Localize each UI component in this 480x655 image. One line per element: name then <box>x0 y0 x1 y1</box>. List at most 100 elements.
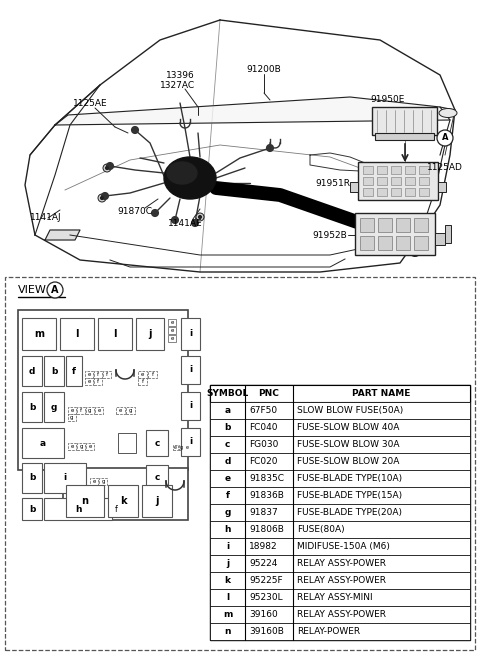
Bar <box>185 445 190 450</box>
Bar <box>405 177 415 185</box>
Bar <box>138 371 147 378</box>
Text: 1327AC: 1327AC <box>160 81 195 90</box>
Text: FUSE(80A): FUSE(80A) <box>297 525 345 534</box>
Text: 91806B: 91806B <box>249 525 284 534</box>
Bar <box>391 166 401 174</box>
Circle shape <box>152 210 158 217</box>
Bar <box>363 188 373 196</box>
Bar <box>405 188 415 196</box>
Ellipse shape <box>167 162 197 184</box>
Bar <box>377 188 387 196</box>
Bar <box>181 356 200 384</box>
Bar <box>350 182 358 192</box>
Text: i: i <box>189 329 192 339</box>
Text: FUSE-SLOW BLOW 40A: FUSE-SLOW BLOW 40A <box>297 423 399 432</box>
Bar <box>396 236 410 250</box>
Text: 91870C: 91870C <box>118 208 153 217</box>
Text: e: e <box>88 444 92 449</box>
Bar <box>22 463 42 493</box>
Text: 39160: 39160 <box>249 610 278 619</box>
Bar <box>210 436 470 453</box>
Text: RELAY ASSY-MINI: RELAY ASSY-MINI <box>297 593 372 602</box>
Bar <box>173 445 178 450</box>
Bar <box>210 487 470 504</box>
Text: g: g <box>101 479 105 484</box>
Text: j: j <box>148 329 152 339</box>
Bar <box>419 188 429 196</box>
Text: e: e <box>170 320 174 325</box>
Text: j: j <box>155 496 159 506</box>
Circle shape <box>132 126 139 134</box>
Text: e: e <box>97 408 101 413</box>
Text: e: e <box>225 474 230 483</box>
Text: 1125AE: 1125AE <box>72 100 108 109</box>
Circle shape <box>266 145 274 151</box>
Text: e: e <box>70 444 74 449</box>
Bar <box>372 107 437 135</box>
Bar <box>210 606 470 623</box>
Bar <box>22 356 42 386</box>
Text: n: n <box>82 496 88 506</box>
Text: 91836B: 91836B <box>249 491 284 500</box>
Bar <box>22 318 56 350</box>
Text: A: A <box>442 134 448 143</box>
Bar <box>68 414 76 421</box>
Bar <box>44 392 64 422</box>
Text: SYMBOL: SYMBOL <box>206 389 249 398</box>
Text: g: g <box>79 444 83 449</box>
Text: e: e <box>70 408 74 413</box>
Text: c: c <box>154 438 160 447</box>
Text: FC020: FC020 <box>249 457 277 466</box>
Text: d: d <box>29 367 35 375</box>
Bar <box>116 407 125 414</box>
Text: 91950E: 91950E <box>371 96 405 105</box>
Bar <box>18 310 188 470</box>
Bar <box>438 182 446 192</box>
Bar <box>63 468 188 520</box>
Text: e: e <box>87 379 91 384</box>
Bar <box>44 463 86 493</box>
Text: b: b <box>29 403 35 411</box>
Text: m: m <box>34 329 44 339</box>
Bar <box>210 453 470 470</box>
Circle shape <box>106 166 108 170</box>
Text: VIEW: VIEW <box>18 285 47 295</box>
Text: e: e <box>186 445 189 450</box>
Bar <box>363 177 373 185</box>
Text: FUSE-BLADE TYPE(10A): FUSE-BLADE TYPE(10A) <box>297 474 402 483</box>
Text: FUSE-BLADE TYPE(15A): FUSE-BLADE TYPE(15A) <box>297 491 402 500</box>
Bar <box>360 236 374 250</box>
Bar <box>210 402 470 419</box>
Circle shape <box>192 219 199 227</box>
Bar <box>355 213 435 255</box>
Bar <box>210 504 470 521</box>
Text: f: f <box>115 504 118 514</box>
Bar <box>86 443 94 450</box>
Text: h: h <box>224 525 231 534</box>
Text: RELAY ASSY-POWER: RELAY ASSY-POWER <box>297 559 386 568</box>
Bar <box>77 443 85 450</box>
Bar <box>94 378 102 385</box>
Text: 91951R: 91951R <box>315 179 350 187</box>
Bar <box>168 327 176 334</box>
Text: b: b <box>224 423 231 432</box>
Text: i: i <box>226 542 229 551</box>
Text: RELAY-POWER: RELAY-POWER <box>297 627 360 636</box>
Bar <box>181 318 200 350</box>
Text: f: f <box>106 372 108 377</box>
Text: f: f <box>142 379 144 384</box>
Bar <box>118 433 136 453</box>
Bar <box>419 166 429 174</box>
Bar <box>179 445 184 450</box>
Bar <box>146 430 168 456</box>
Ellipse shape <box>439 109 457 117</box>
Text: 91200B: 91200B <box>247 66 281 75</box>
Bar <box>68 407 76 414</box>
Text: i: i <box>189 402 192 411</box>
Bar <box>85 371 93 378</box>
Text: g: g <box>129 408 132 413</box>
Text: k: k <box>120 496 126 506</box>
Text: FUSE-BLADE TYPE(20A): FUSE-BLADE TYPE(20A) <box>297 508 402 517</box>
Bar <box>126 407 135 414</box>
Text: g: g <box>224 508 231 517</box>
